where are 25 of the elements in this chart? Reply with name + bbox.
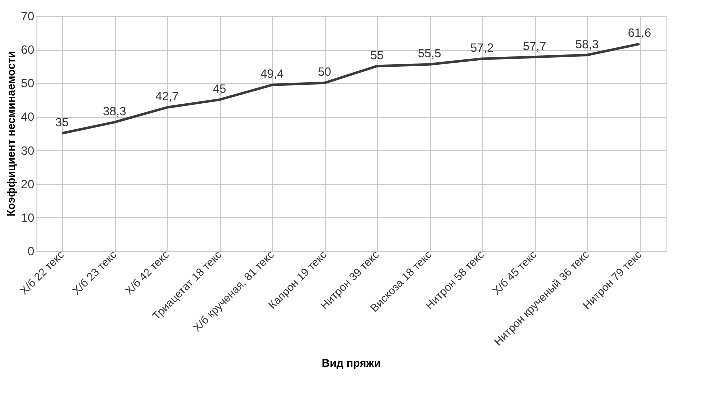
data-label: 57,2 — [470, 40, 494, 55]
y-tick-label: 40 — [21, 110, 35, 124]
y-tick-label: 60 — [21, 43, 35, 58]
data-label: 61,6 — [628, 26, 652, 40]
y-axis-title: Коэффициент несминаемости — [6, 51, 18, 217]
x-tick-label: Х/б 42 текс — [124, 248, 172, 298]
data-label: 55,5 — [418, 46, 442, 61]
data-label: 45 — [213, 82, 227, 96]
y-tick-label: 70 — [21, 10, 35, 24]
y-tick-label: 10 — [21, 210, 35, 225]
y-tick-label: 30 — [21, 144, 35, 158]
data-label: 50 — [318, 65, 332, 80]
x-tick-label: Х/б 45 текс — [491, 248, 540, 298]
data-label: 38,3 — [103, 104, 127, 118]
y-tick-label: 50 — [21, 76, 35, 91]
data-label: 55 — [370, 48, 384, 62]
data-label: 35 — [56, 116, 70, 130]
y-tick-label: 20 — [21, 177, 35, 192]
data-label: 49,4 — [260, 67, 284, 82]
x-tick-label: Х/б 23 текс — [71, 248, 120, 298]
x-axis-title: Вид пряжи — [322, 358, 381, 370]
y-tick-label: 0 — [28, 244, 35, 258]
data-label: 57,7 — [523, 39, 547, 54]
data-label: 58,3 — [576, 37, 600, 52]
data-label: 42,7 — [156, 90, 180, 104]
